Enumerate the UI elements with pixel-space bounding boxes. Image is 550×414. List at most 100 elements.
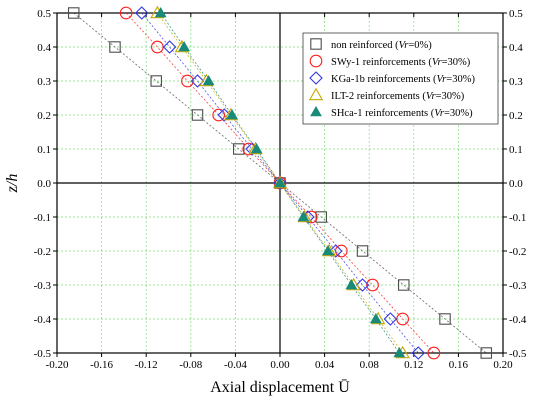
series-5: [154, 6, 406, 358]
y-tick-label-right: -0.4: [509, 314, 527, 326]
axes-layer: [53, 12, 507, 357]
data-point: [162, 40, 177, 54]
legend-label-part: ILT-2 reinforcements (: [331, 91, 426, 102]
y-tick-label-left: 0.4: [37, 42, 51, 54]
y-tick-label-right: 0.1: [509, 144, 523, 156]
data-point: [297, 210, 310, 222]
data-point: [355, 278, 370, 292]
legend-label-italic: Vr: [434, 108, 445, 119]
data-point: [250, 142, 263, 154]
x-tick-label: 0.08: [360, 359, 380, 371]
y-tick-label-left: -0.4: [34, 314, 52, 326]
legend-label-part: =30%): [446, 74, 475, 85]
data-point: [356, 245, 369, 257]
legend-marker: [308, 87, 324, 101]
legend-label: KGa-1b reinforcements (Vr=30%): [331, 74, 475, 85]
y-tick-label-right: -0.5: [509, 348, 527, 360]
legend-marker: [309, 71, 323, 85]
data-point: [427, 346, 441, 360]
data-point: [190, 74, 205, 88]
y-tick-label-left: 0.3: [37, 76, 51, 88]
data-point: [134, 6, 149, 20]
data-point: [191, 109, 204, 121]
x-tick-label: 0.16: [449, 359, 469, 371]
tick-labels: -0.20 -0.16 -0.12 -0.08 -0.04 0.00 0.04 0.08 0.1…: [34, 8, 527, 371]
y-tick-label-right: -0.3: [509, 280, 527, 292]
legend-label-part: non reinforced (: [331, 40, 399, 51]
y-tick-label-right: 0.4: [509, 42, 523, 54]
x-tick-label: -0.12: [135, 359, 158, 371]
y-axis-title: z/h: [4, 174, 21, 194]
legend-box: [302, 32, 499, 125]
data-point: [109, 41, 121, 53]
legend-marker: [310, 105, 322, 117]
y-tick-label-right: 0.3: [509, 76, 523, 88]
legend-label: SWy-1 reinforcements (Vr=30%): [331, 57, 471, 68]
legend-label: non reinforced (Vr=0%): [331, 40, 432, 51]
legend-label-part: SWy-1 reinforcements (: [331, 57, 432, 68]
legend-label-part: SHca-1 reinforcements (: [331, 108, 435, 119]
x-axis-title: Axial displacement Ū: [210, 379, 350, 396]
legend-label-italic: Vr: [399, 40, 410, 51]
x-tick-label: -0.04: [224, 359, 247, 371]
data-point: [150, 75, 162, 87]
y-tick-label-right: 0.5: [509, 8, 523, 20]
legend-marker: [309, 54, 323, 68]
legend-marker: [310, 38, 322, 50]
data-point: [67, 7, 80, 19]
y-tick-label-right: -0.2: [509, 246, 526, 258]
axis-titles: Axial displacement Ū z/h: [4, 174, 350, 396]
legend: non reinforced (Vr=0%)SWy-1 reinforcemen…: [302, 32, 499, 125]
x-tick-label: 0.00: [270, 359, 290, 371]
data-point: [345, 278, 358, 290]
legend-label-part: =30%): [442, 57, 471, 68]
data-point: [232, 143, 245, 155]
data-point: [383, 312, 398, 326]
legend-item: SWy-1 reinforcements (Vr=30%): [309, 54, 471, 68]
data-point: [272, 175, 288, 189]
data-point: [119, 6, 133, 20]
y-tick-label-left: 0.5: [37, 8, 51, 20]
y-tick-label-right: 0.2: [509, 110, 523, 122]
data-point: [398, 279, 410, 291]
data-point: [334, 244, 348, 258]
legend-label-part: =30%): [444, 108, 473, 119]
legend-label-part: =0%): [408, 40, 432, 51]
legend-label-italic: Vr: [426, 91, 437, 102]
data-point: [366, 278, 379, 292]
data-point: [393, 346, 406, 358]
data-point: [274, 176, 286, 188]
legend-label-italic: Vr: [432, 57, 443, 68]
y-tick-label-right: -0.1: [509, 212, 526, 224]
legend-label-part: KGa-1b reinforcements (: [331, 74, 437, 85]
data-point: [154, 6, 167, 18]
x-tick-label: -0.20: [46, 359, 69, 371]
data-point: [202, 74, 215, 86]
y-tick-label-right: 0.0: [509, 178, 523, 190]
x-tick-label: 0.04: [315, 359, 335, 371]
data-point: [178, 40, 190, 52]
legend-label-italic: Vr: [437, 74, 448, 85]
data-point: [226, 108, 238, 120]
data-point: [322, 244, 334, 256]
data-point: [273, 176, 287, 190]
y-tick-label-left: -0.3: [34, 280, 52, 292]
legend-item: SHca-1 reinforcements (Vr=30%): [310, 105, 473, 119]
data-point: [439, 313, 451, 325]
x-tick-label: 0.20: [493, 359, 513, 371]
y-tick-label-left: -0.2: [34, 246, 51, 258]
data-point: [370, 312, 382, 324]
legend-item: non reinforced (Vr=0%): [310, 38, 432, 51]
y-tick-label-left: 0.2: [37, 110, 51, 122]
data-point: [411, 346, 426, 360]
series-line: [141, 12, 419, 354]
series-line: [160, 12, 400, 354]
x-tick-label: 0.12: [404, 359, 423, 371]
y-tick-label-left: 0.0: [37, 178, 51, 190]
legend-label-part: =30%): [436, 91, 465, 102]
data-point: [315, 211, 328, 223]
data-point: [480, 347, 493, 359]
legend-label: ILT-2 reinforcements (Vr=30%): [331, 91, 465, 102]
legend-item: ILT-2 reinforcements (Vr=30%): [308, 87, 465, 102]
x-tick-label: -0.16: [90, 359, 113, 371]
